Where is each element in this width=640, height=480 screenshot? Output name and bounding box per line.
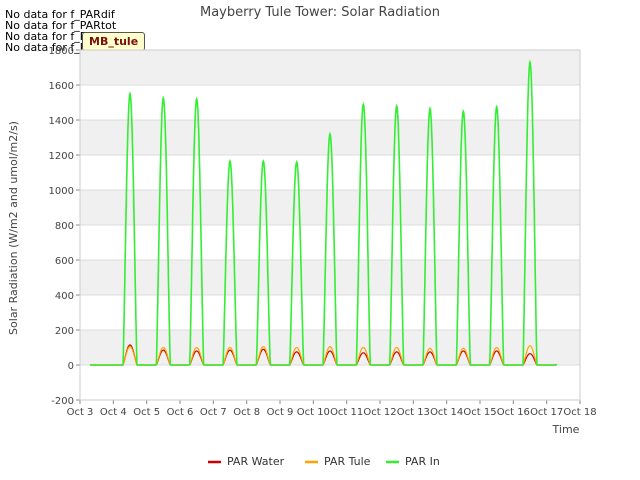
x-tick-label: Oct 13 [397,407,430,418]
x-tick-label: Oct 7 [200,407,227,418]
x-tick-label: Oct 5 [133,407,160,418]
series-line-par-in [90,59,558,366]
no-data-message: No data for f_PARtot [5,41,117,54]
x-tick-label: Oct 8 [233,407,260,418]
no-data-message: No data for f_PARdif [5,8,115,21]
legend-label: PAR Tule [324,455,371,468]
x-tick-label: Oct 10 [297,407,330,418]
x-tick-label: Oct 12 [363,407,396,418]
y-tick-label: 600 [55,256,74,267]
x-tick-label: Oct 9 [267,407,294,418]
y-tick-label: 400 [55,291,74,302]
x-tick-label: Oct 16 [497,407,530,418]
x-tick-label: Oct 3 [67,407,94,418]
grid-band [80,330,580,365]
y-tick-label: 1400 [49,116,74,127]
x-axis-label: Time [552,423,580,436]
legend-label: PAR Water [227,455,285,468]
y-tick-label: 0 [68,361,74,372]
y-tick-label: 1200 [49,151,74,162]
site-badge: MB_tule [82,32,146,51]
plot-border [79,49,581,401]
x-tick-label: Oct 15 [463,407,496,418]
no-data-message: No data for f_PARtot [5,19,117,32]
x-tick-label: Oct 6 [167,407,194,418]
y-tick-label: 1000 [49,186,74,197]
x-tick-label: Oct 4 [100,407,127,418]
y-tick-label: -200 [51,396,74,407]
x-tick-label: Oct 11 [330,407,363,418]
y-tick-label: 1800 [49,46,74,57]
y-tick-label: 1600 [49,81,74,92]
x-tick-label: Oct 18 [563,407,596,418]
grid-band [80,50,580,85]
y-axis-label: Solar Radiation (W/m2 and umol/m2/s) [7,121,20,335]
grid-band [80,190,580,225]
x-tick-label: Oct 17 [530,407,563,418]
y-tick-label: 200 [55,326,74,337]
legend-label: PAR In [405,455,440,468]
x-tick-label: Oct 14 [430,407,463,418]
y-tick-label: 800 [55,221,74,232]
chart-title: Mayberry Tule Tower: Solar Radiation [200,5,440,20]
grid-band [80,260,580,295]
no-data-message: No data for f_PARdif [5,30,115,43]
